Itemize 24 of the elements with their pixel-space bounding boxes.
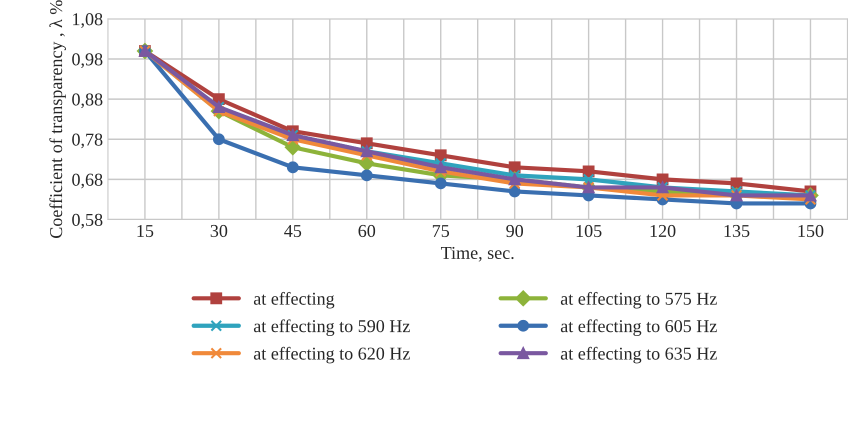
legend-label: at effecting to 620 Hz xyxy=(254,346,410,364)
legend-label: at effecting to 605 Hz xyxy=(560,319,717,336)
x-tick-label: 120 xyxy=(650,224,676,238)
y-tick-label: 0,98 xyxy=(72,53,102,68)
x-axis-title: Time, sec. xyxy=(440,246,514,262)
legend-label: at effecting xyxy=(254,292,334,309)
legend-label: at effecting to 575 Hz xyxy=(560,292,717,309)
y-tick-label: 0,68 xyxy=(72,174,102,188)
x-tick-label: 45 xyxy=(284,225,302,238)
x-tick-label: 105 xyxy=(576,224,602,238)
x-tick-label: 15 xyxy=(137,224,154,238)
x-tick-label: 90 xyxy=(506,224,524,238)
x-tick-label: 75 xyxy=(432,225,450,238)
y-tick-label: 0,88 xyxy=(72,93,102,108)
x-tick-label: 135 xyxy=(724,224,750,238)
x-tick-label: 150 xyxy=(798,224,824,238)
legend-label: at effecting to 635 Hz xyxy=(560,346,717,364)
y-tick-label: 1,08 xyxy=(73,13,102,28)
y-tick-label: 0,78 xyxy=(72,134,102,148)
legend-label: at effecting to 590 Hz xyxy=(254,319,410,336)
y-axis-title: Coefficient of transparency , λ % xyxy=(49,0,66,238)
x-tick-label: 60 xyxy=(358,224,376,238)
x-tick-label: 30 xyxy=(210,224,228,238)
y-tick-label: 0,58 xyxy=(72,214,102,229)
